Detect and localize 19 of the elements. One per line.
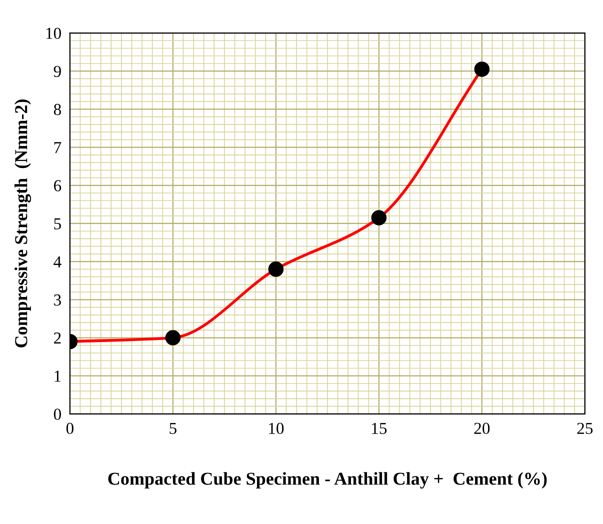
y-tick-label: 1: [54, 370, 61, 382]
y-tick-label: 4: [54, 256, 62, 268]
x-axis-title: Compacted Cube Specimen - Anthill Clay + Cement (%): [108, 472, 547, 489]
y-tick-label: 5: [54, 218, 61, 230]
y-tick-label: 9: [54, 66, 61, 78]
x-tick-label: 0: [66, 422, 74, 434]
y-axis-title: Compressive Strength (Nmm-2): [14, 99, 32, 348]
x-tick-label: 25: [577, 422, 593, 434]
y-tick-label: 3: [54, 294, 61, 306]
y-tick-label: 8: [54, 104, 61, 116]
y-tick-label: 6: [54, 180, 62, 192]
x-tick-label: 15: [372, 422, 387, 434]
y-tick-label: 2: [54, 332, 61, 344]
y-tick-label: 10: [46, 28, 61, 39]
x-tick-label: 20: [474, 422, 490, 434]
y-tick-label: 0: [54, 408, 61, 420]
x-tick-label: 10: [269, 422, 284, 434]
x-tick-label: 5: [170, 422, 176, 434]
y-tick-label: 7: [54, 142, 62, 154]
